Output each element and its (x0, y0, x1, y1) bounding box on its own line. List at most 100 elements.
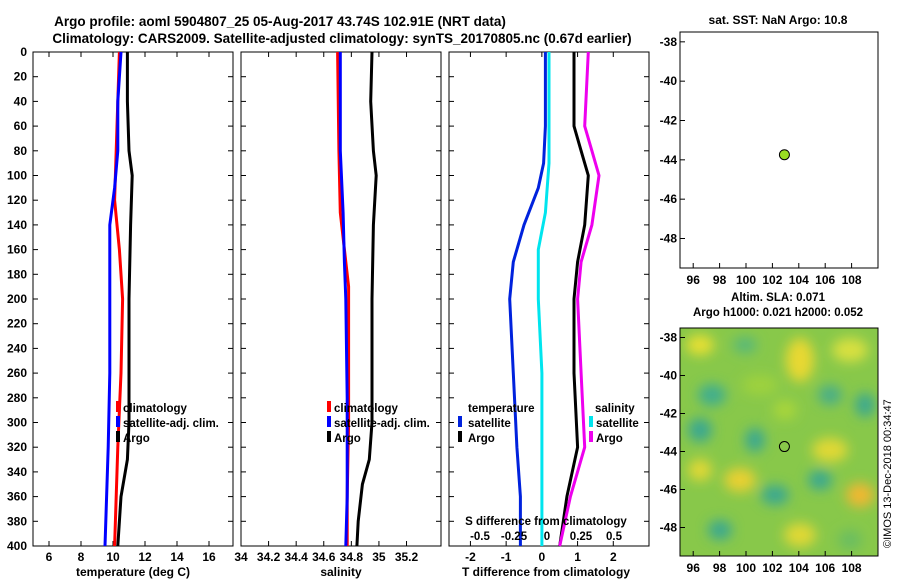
ssh-map-frame (679, 327, 879, 557)
depth-tick-label: 0 (20, 45, 27, 59)
x-tick-label: 12 (138, 550, 152, 564)
temperature-plot-frame (32, 51, 234, 547)
depth-tick-label: 280 (7, 391, 27, 405)
ssh-panel-title1: Altim. SLA: 0.071 (731, 292, 826, 304)
legend-temperature-title: temperature (468, 403, 534, 415)
legend-satellite-swatch (116, 416, 120, 427)
s-tick-label: 0.5 (606, 531, 623, 543)
x-tick-label: 2 (610, 550, 617, 564)
x-tick-label: 34.2 (257, 550, 281, 564)
legend-argo-s-label: Argo (596, 433, 623, 445)
s-tick-label: -0.25 (501, 531, 528, 543)
lon-tick-label: 100 (736, 273, 756, 287)
argo-position-marker (778, 149, 790, 161)
series-line-satellite-s (536, 52, 551, 546)
legend-salinity-title: salinity (595, 403, 635, 415)
lat-tick-label: -40 (660, 74, 678, 88)
lon-tick-label: 96 (687, 273, 701, 287)
series-line-argo-t (558, 52, 590, 547)
depth-tick-label: 180 (7, 267, 27, 281)
legend-argo-swatch (116, 431, 120, 442)
depth-tick-label: 360 (7, 490, 27, 504)
temperature-panel: 6 8 10 12 14 16 temperature (deg C) climatolo… (32, 51, 234, 579)
salinity-panel: 34 34.2 34.4 34.6 34.8 35 35.2 salinity climat… (234, 51, 442, 579)
lon-tick-label: 108 (842, 273, 862, 287)
x-tick-label: 8 (78, 550, 85, 564)
ssh-panel-title2: Argo h1000: 0.021 h2000: 0.052 (693, 307, 863, 319)
difference-xlabel: T difference from climatology (462, 565, 630, 579)
lon-tick-label: 106 (815, 273, 835, 287)
depth-tick-label: 340 (7, 465, 27, 479)
figure-title-line1: Argo profile: aoml 5904807_25 05-Aug-201… (54, 14, 506, 29)
salinity-legend: climatology satellite-adj. clim. Argo (327, 401, 430, 445)
depth-tick-label: 40 (14, 94, 28, 108)
lon-tick-label: 102 (762, 273, 782, 287)
lat-tick-label: -48 (660, 521, 678, 535)
lat-tick-label: -38 (660, 331, 678, 345)
x-tick-label: 34 (234, 550, 248, 564)
temperature-ticks: 6 8 10 12 14 16 (33, 51, 233, 564)
series-line-argo-s (558, 51, 601, 547)
legend-argo-label: Argo (123, 433, 150, 445)
lat-tick-label: -44 (660, 445, 678, 459)
legend-satellite-label: satellite-adj. clim. (123, 418, 219, 430)
lon-tick-label: 98 (713, 273, 727, 287)
series-line-argo (355, 51, 378, 547)
lat-tick-label: -42 (660, 407, 678, 421)
lat-tick-label: -38 (660, 35, 678, 49)
depth-tick-label: 80 (14, 144, 28, 158)
ssh-map-ticks: 96 98 100 102 104 106 108 -38 -40 -42 -44 -46 -48 (660, 331, 862, 576)
depth-tick-label: 140 (7, 218, 27, 232)
sst-map-ticks: 96 98 100 102 104 106 108 -38 -40 -42 -44 -46 -48 (660, 35, 862, 287)
s-difference-label: S difference from climatology (465, 516, 627, 528)
legend-argo-s-swatch (589, 431, 593, 442)
salinity-xlabel: salinity (320, 565, 362, 579)
legend-sat-t-label: satellite (468, 418, 511, 430)
difference-ticks: -2 -1 0 1 2 (449, 51, 649, 564)
depth-tick-label: 120 (7, 193, 27, 207)
depth-tick-label: 300 (7, 416, 27, 430)
s-tick-label: -0.5 (470, 531, 490, 543)
legend-satellite-swatch (327, 416, 331, 427)
legend-sat-t-swatch (458, 416, 462, 427)
depth-tick-label: 320 (7, 440, 27, 454)
lat-tick-label: -42 (660, 114, 678, 128)
lon-tick-label: 98 (713, 561, 727, 575)
x-tick-label: -2 (465, 550, 476, 564)
temperature-legend: climatology satellite-adj. clim. Argo (116, 401, 219, 445)
sla-field (680, 328, 878, 556)
legend-sat-s-swatch (589, 416, 593, 427)
x-tick-label: 0 (539, 550, 546, 564)
x-tick-label: 1 (574, 550, 581, 564)
x-tick-label: 34.4 (284, 550, 308, 564)
difference-lines (508, 51, 601, 547)
legend-sat-s-label: satellite (596, 418, 639, 430)
x-tick-label: 34.8 (340, 550, 364, 564)
salinity-ticks: 34 34.2 34.4 34.6 34.8 35 35.2 (234, 51, 441, 564)
temperature-lines (103, 51, 134, 547)
x-tick-label: 16 (202, 550, 216, 564)
depth-tick-label: 240 (7, 341, 27, 355)
lat-tick-label: -48 (660, 232, 678, 246)
legend-argo-t-label: Argo (468, 433, 495, 445)
temperature-xlabel: temperature (deg C) (76, 565, 190, 579)
legend-climatology-swatch (116, 401, 120, 412)
x-tick-label: 10 (106, 550, 120, 564)
depth-tick-label: 160 (7, 243, 27, 257)
ssh-map-panel: Altim. SLA: 0.071 Argo h1000: 0.021 h200… (660, 292, 879, 576)
legend-climatology-swatch (327, 401, 331, 412)
difference-panel: -2 -1 0 1 2 T difference from climatology S … (448, 51, 650, 579)
depth-tick-label: 400 (7, 539, 27, 553)
x-tick-label: 35.2 (395, 550, 419, 564)
sst-map-frame (679, 31, 879, 269)
s-difference-ticklabels: -0.5 -0.25 0 0.25 0.5 (470, 531, 623, 543)
legend-climatology-label: climatology (123, 403, 188, 415)
s-tick-label: 0.25 (570, 531, 593, 543)
lat-tick-label: -44 (660, 153, 678, 167)
figure-title-line2: Climatology: CARS2009. Satellite-adjuste… (52, 31, 631, 46)
lon-tick-label: 104 (789, 561, 809, 575)
depth-tick-label: 260 (7, 366, 27, 380)
lon-tick-label: 108 (842, 561, 862, 575)
imos-watermark: ©IMOS 13-Dec-2018 00:34:47 (882, 399, 894, 548)
